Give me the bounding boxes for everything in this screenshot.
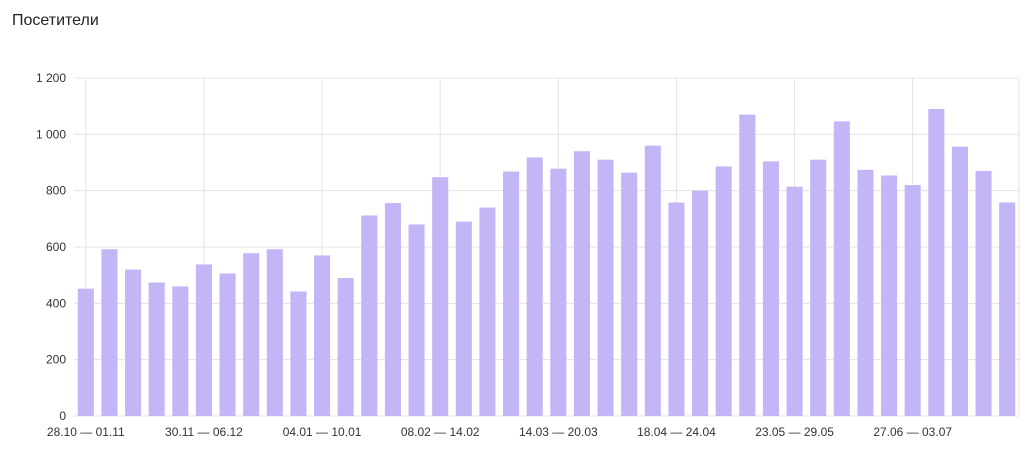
- x-tick-label: 23.05 — 29.05: [755, 425, 834, 439]
- bar[interactable]: [243, 253, 260, 416]
- bar[interactable]: [77, 288, 94, 416]
- bars: [77, 108, 1016, 417]
- bar[interactable]: [526, 157, 543, 416]
- bar[interactable]: [101, 249, 118, 416]
- x-tick-label: 08.02 — 14.02: [401, 425, 480, 439]
- y-axis-labels: 0 200 400 600 800 1 000 1 200: [36, 71, 66, 423]
- bar[interactable]: [503, 171, 520, 416]
- bar[interactable]: [786, 186, 803, 416]
- x-tick-label: 18.04 — 24.04: [637, 425, 716, 439]
- bar[interactable]: [314, 255, 331, 416]
- bar[interactable]: [573, 151, 590, 416]
- bar[interactable]: [172, 286, 189, 416]
- bar[interactable]: [290, 291, 307, 416]
- bar[interactable]: [266, 249, 283, 416]
- bar[interactable]: [951, 146, 968, 416]
- bar[interactable]: [928, 108, 945, 416]
- bar[interactable]: [361, 215, 378, 416]
- bar[interactable]: [479, 207, 496, 416]
- y-tick-label: 200: [46, 353, 66, 367]
- y-tick-label: 400: [46, 296, 66, 310]
- bar[interactable]: [975, 170, 992, 416]
- bar[interactable]: [219, 273, 236, 416]
- bar[interactable]: [999, 202, 1016, 416]
- y-tick-label: 0: [59, 409, 66, 423]
- bar[interactable]: [881, 175, 898, 416]
- bar[interactable]: [857, 169, 874, 416]
- y-tick-label: 1 000: [36, 127, 66, 141]
- bar[interactable]: [715, 166, 732, 416]
- x-tick-label: 28.10 — 01.11: [47, 425, 125, 439]
- grid-lines: [74, 77, 1020, 417]
- bar[interactable]: [810, 159, 827, 416]
- bar[interactable]: [668, 202, 685, 416]
- bar[interactable]: [621, 172, 638, 416]
- x-tick-label: 30.11 — 06.12: [165, 425, 243, 439]
- bar[interactable]: [550, 168, 567, 416]
- x-tick-label: 04.01 — 10.01: [283, 425, 362, 439]
- y-tick-label: 1 200: [36, 71, 66, 85]
- bar[interactable]: [384, 203, 401, 416]
- bar[interactable]: [833, 121, 850, 417]
- y-tick-label: 600: [46, 240, 66, 254]
- bar[interactable]: [739, 114, 756, 416]
- bar[interactable]: [148, 282, 165, 416]
- bar[interactable]: [644, 145, 661, 416]
- bar[interactable]: [408, 224, 425, 416]
- bar[interactable]: [125, 269, 142, 416]
- bar[interactable]: [762, 161, 779, 416]
- bar[interactable]: [337, 277, 354, 416]
- bar[interactable]: [195, 264, 212, 416]
- bar[interactable]: [692, 190, 709, 416]
- x-tick-label: 27.06 — 03.07: [873, 425, 952, 439]
- bar[interactable]: [904, 185, 921, 416]
- x-tick-label: 14.03 — 20.03: [519, 425, 598, 439]
- bar[interactable]: [432, 177, 449, 416]
- chart-title: Посетители: [12, 12, 99, 29]
- y-tick-label: 800: [46, 184, 66, 198]
- bar[interactable]: [455, 221, 472, 416]
- x-axis-labels: 28.10 — 01.11 30.11 — 06.12 04.01 — 10.01 0…: [47, 425, 952, 439]
- bar[interactable]: [597, 159, 614, 416]
